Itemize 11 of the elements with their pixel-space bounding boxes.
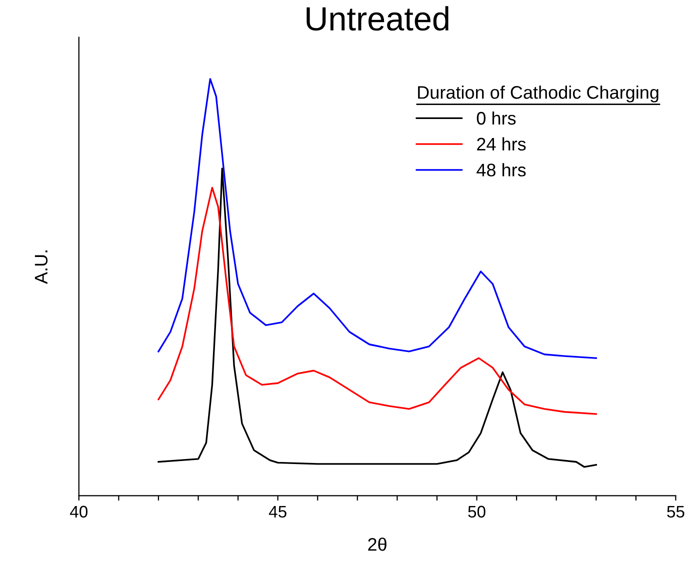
legend-label: 24 hrs [477,137,526,151]
legend-title: Duration of Cathodic Charging [418,86,658,102]
chart-title: Untreated [306,6,448,31]
x-tick-label: 45 [268,506,286,518]
legend-label: 0 hrs [476,111,516,125]
y-axis-title: A.U. [34,250,48,284]
x-tick-label: 40 [70,506,88,518]
legend-label: 48 hrs [476,163,526,176]
x-axis-title: 2θ [368,538,386,551]
x-tick-label: 50 [468,506,486,518]
x-tick-label: 55 [667,506,684,518]
